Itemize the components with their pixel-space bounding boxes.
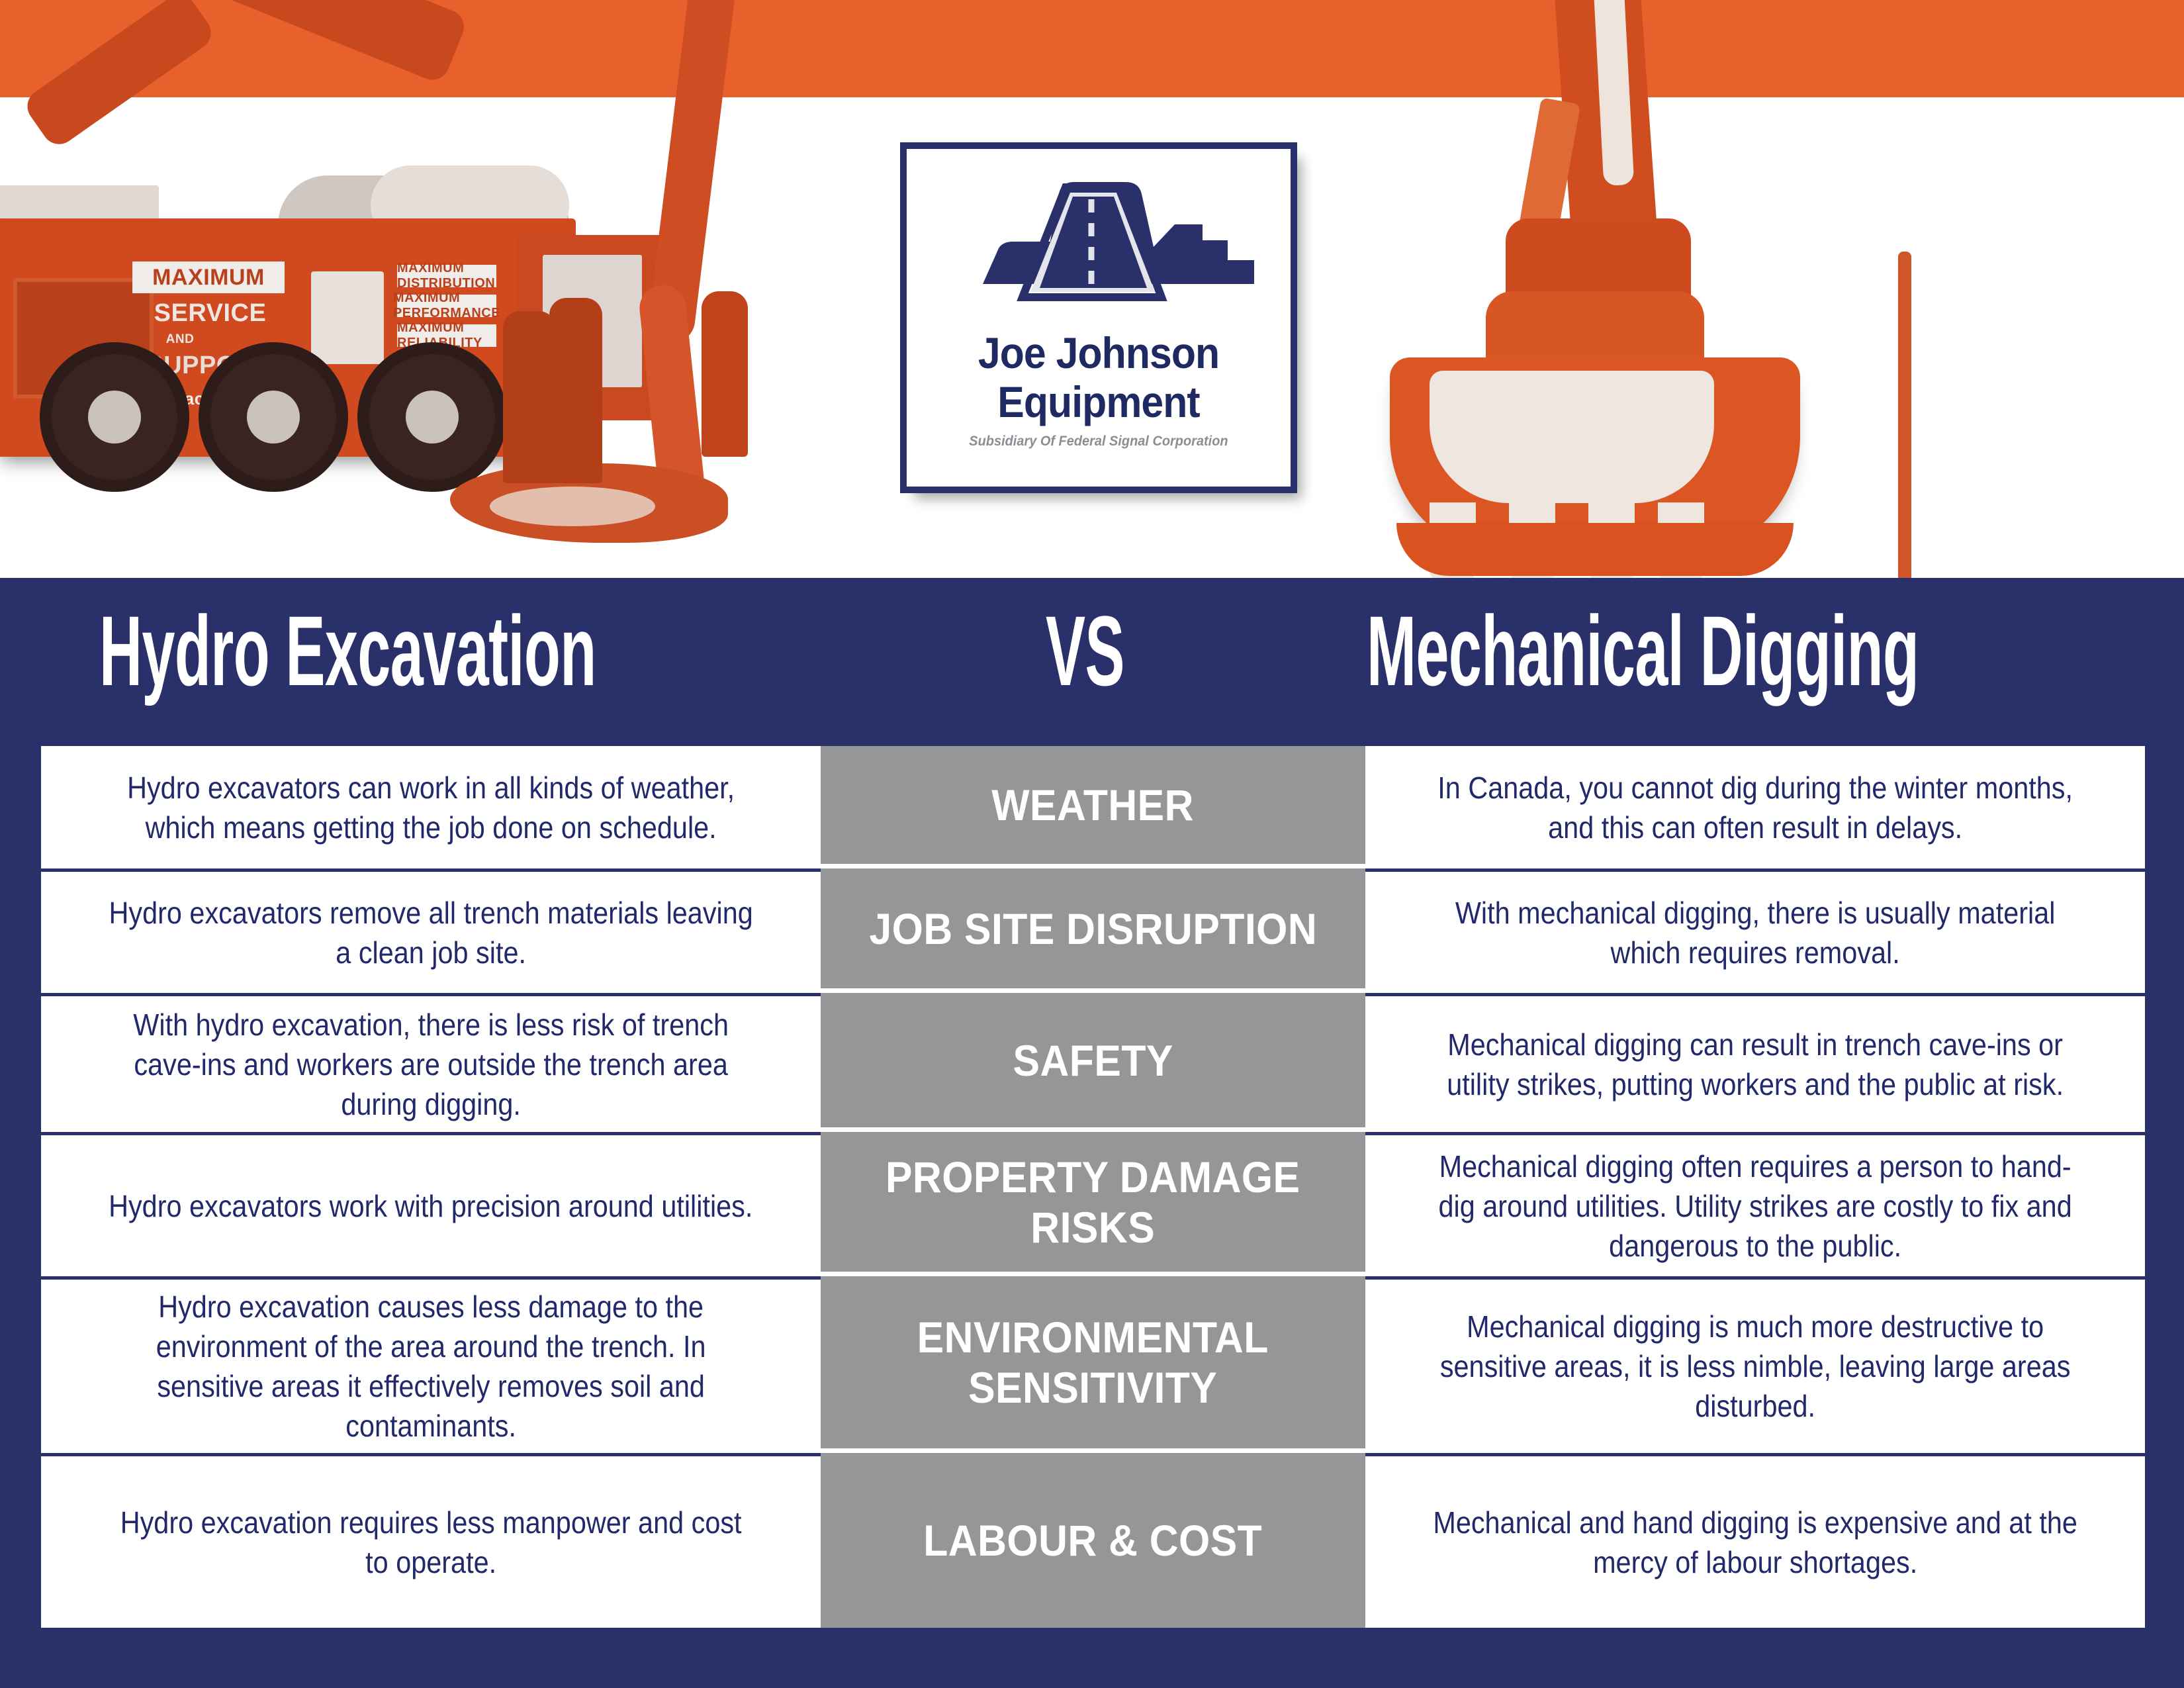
hydro-cell: Hydro excavators work with precision aro…: [41, 1132, 821, 1276]
mechanical-cell: In Canada, you cannot dig during the win…: [1437, 770, 2073, 845]
truck-wheel: [40, 342, 189, 492]
hydro-excavation-truck-photo: MAXIMUM SERVICE AND SUPPORT vactor.com M…: [0, 0, 814, 578]
category-cell: SAFETY: [821, 993, 1365, 1132]
headline-band: Hydro Excavation VS Mechanical Digging: [0, 578, 2184, 743]
hydro-cell: Hydro excavation requires less manpower …: [41, 1453, 821, 1628]
decal-panel-performance: MAXIMUM PERFORMANCE: [392, 291, 501, 320]
decal-and: AND: [165, 332, 195, 346]
shovel-handle: [1898, 252, 1911, 578]
worker-figure: [549, 298, 602, 483]
category-cell: JOB SITE DISRUPTION: [821, 868, 1365, 993]
worker-figure: [702, 291, 748, 457]
decal-map-graphic: [311, 271, 384, 364]
bucket-lip: [1396, 523, 1794, 576]
headline-mechanical-digging: Mechanical Digging: [1367, 595, 1919, 706]
hydro-cell: Hydro excavators can work in all kinds o…: [127, 770, 735, 845]
top-banner: MAXIMUM SERVICE AND SUPPORT vactor.com M…: [0, 0, 2184, 578]
headline-vs: VS: [1046, 595, 1124, 706]
decal-panel-distribution: MAXIMUM DISTRIBUTION: [397, 261, 496, 291]
logo-line-2: Equipment: [997, 377, 1200, 426]
mechanical-cell: Mechanical digging often requires a pers…: [1365, 1132, 2146, 1276]
logo-line-1: Joe Johnson: [978, 328, 1220, 377]
decal-maximum: MAXIMUM: [132, 261, 285, 293]
hydro-cell: With hydro excavation, there is less ris…: [41, 993, 821, 1132]
table-row: Hydro excavation causes less damage to t…: [41, 1276, 2146, 1453]
category-cell: WEATHER: [821, 746, 1365, 868]
mechanical-cell: Mechanical digging can result in trench …: [1365, 993, 2146, 1132]
road-logo-icon: [983, 182, 1254, 301]
excavated-mud-highlight: [490, 487, 655, 526]
category-cell: ENVIRONMENTAL SENSITIVITY: [821, 1276, 1365, 1453]
truck-wheel: [357, 342, 507, 492]
hydro-cell: Hydro excavation causes less damage to t…: [41, 1276, 821, 1453]
category-cell: PROPERTY DAMAGE RISKS: [821, 1132, 1365, 1276]
truck-boom-arm-lower: [21, 0, 218, 151]
table-row: Hydro excavation requires less manpower …: [41, 1453, 2146, 1628]
comparison-table: Hydro excavators can work in all kinds o…: [38, 743, 2148, 1630]
excavator-bucket-shovel-boots-photo: [1357, 0, 2184, 578]
decal-service: SERVICE: [154, 299, 267, 327]
table-row: Hydro excavators can work in all kinds o…: [41, 746, 2145, 868]
category-cell: LABOUR & COST: [821, 1453, 1365, 1628]
mechanical-cell: Mechanical digging is much more destruct…: [1365, 1276, 2146, 1453]
company-logo: Joe Johnson Equipment Subsidiary Of Fede…: [900, 142, 1297, 493]
table-row: With hydro excavation, there is less ris…: [41, 993, 2146, 1132]
table-row: Hydro excavators work with precision aro…: [41, 1132, 2146, 1276]
table-row: Hydro excavators remove all trench mater…: [41, 868, 2146, 993]
headline-hydro-excavation: Hydro Excavation: [99, 595, 596, 706]
truck-wheel: [199, 342, 348, 492]
mechanical-cell: With mechanical digging, there is usuall…: [1365, 868, 2146, 993]
mechanical-cell: Mechanical and hand digging is expensive…: [1365, 1453, 2146, 1628]
excavator-bucket-interior: [1430, 371, 1714, 503]
hydro-cell: Hydro excavators remove all trench mater…: [41, 868, 821, 993]
logo-tagline: Subsidiary Of Federal Signal Corporation: [969, 434, 1228, 449]
worker-figure: [503, 311, 556, 483]
